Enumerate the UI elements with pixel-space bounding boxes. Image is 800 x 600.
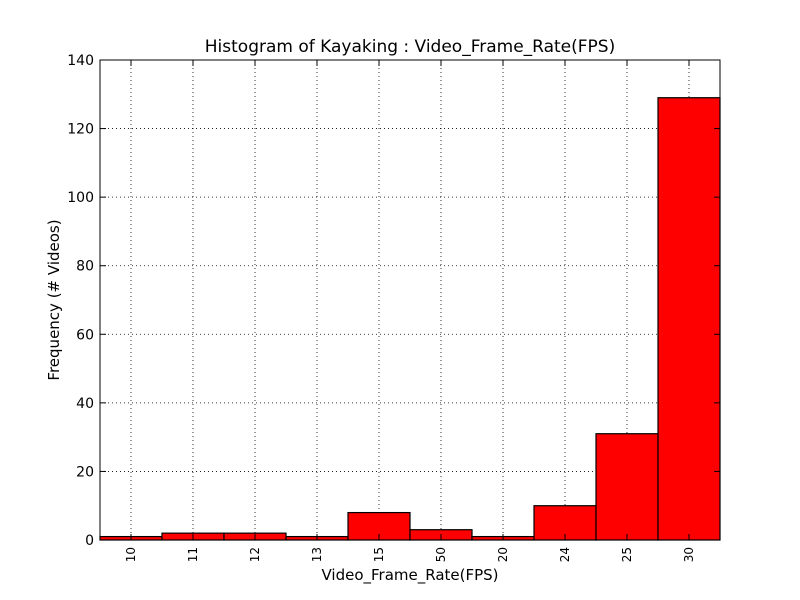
x-tick-label: 12 (248, 547, 262, 562)
x-tick-label: 25 (620, 547, 634, 562)
x-tick-label: 30 (682, 547, 696, 562)
y-tick-label: 0 (85, 533, 94, 549)
chart-title: Histogram of Kayaking : Video_Frame_Rate… (205, 37, 615, 57)
x-tick-label: 15 (372, 547, 386, 562)
y-tick-label: 60 (76, 327, 94, 343)
x-tick-label: 24 (558, 547, 572, 562)
x-tick-label: 13 (310, 547, 324, 562)
y-tick-label: 20 (76, 464, 94, 480)
x-tick-label: 10 (124, 547, 138, 562)
y-tick-label: 40 (76, 396, 94, 412)
axis-ticks (100, 59, 720, 541)
histogram-bar-30 (657, 97, 721, 541)
y-tick-label: 120 (67, 122, 94, 138)
x-tick-label: 11 (186, 547, 200, 562)
y-axis-label: Frequency (# Videos) (45, 219, 63, 380)
x-tick-labels: 10 11 12 13 15 50 20 24 25 30 (124, 547, 696, 562)
x-tick-label: 20 (496, 547, 510, 562)
y-tick-label: 80 (76, 259, 94, 275)
x-axis-label: Video_Frame_Rate(FPS) (321, 566, 498, 585)
y-tick-label: 140 (67, 53, 94, 69)
x-tick-label: 50 (434, 547, 448, 562)
histogram-bar-25 (595, 433, 659, 541)
y-tick-labels: 0 20 40 60 80 100 120 140 (67, 53, 94, 549)
y-tick-label: 100 (67, 190, 94, 206)
plot-frame (99, 59, 721, 541)
